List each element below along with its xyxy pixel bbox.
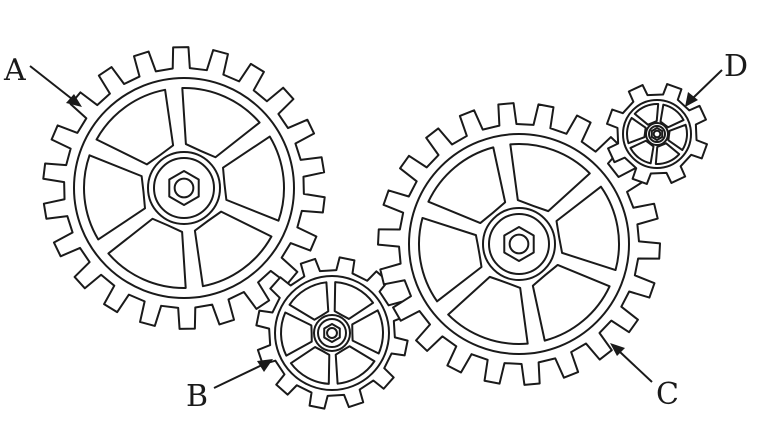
- gear-label-d: D: [724, 49, 748, 84]
- callout-c: C: [610, 343, 679, 412]
- gear-d-rim: [622, 99, 692, 169]
- gear-c-axle: [508, 233, 530, 255]
- gear-b-axle: [326, 327, 338, 339]
- gear-d-spoke-window: [633, 103, 660, 126]
- gear-c-spoke-window: [447, 275, 529, 345]
- gear-b-rim: [274, 275, 390, 391]
- gear-a-spoke-window: [95, 88, 175, 166]
- gear-c-spoke-window: [555, 185, 620, 272]
- gear-a-spoke-window: [107, 217, 187, 289]
- arrowhead-d: [685, 92, 698, 107]
- gear-a-axle: [173, 177, 195, 199]
- gear-a: [42, 46, 326, 330]
- leader-line-a: [29, 65, 73, 100]
- gear-d-spoke-window: [667, 123, 688, 152]
- gear-c-spoke-window: [531, 263, 611, 342]
- gear-a-spoke-window: [193, 210, 273, 288]
- gear-c-spoke-window: [418, 216, 483, 303]
- leader-line-d: [692, 69, 723, 99]
- gear-b-spoke-window: [289, 346, 331, 385]
- gear-b-spoke-window: [333, 281, 375, 320]
- gear-d-spoke-window: [629, 139, 655, 165]
- gear-b: [255, 256, 409, 410]
- gear-c-spoke-window: [509, 143, 591, 213]
- gear-c-rim: [408, 133, 630, 355]
- gear-label-a: A: [3, 53, 26, 88]
- gear-d-spoke-window: [626, 116, 647, 145]
- callout-b: B: [186, 359, 273, 414]
- gear-a-rim: [73, 77, 295, 299]
- arrowhead-a: [66, 94, 82, 107]
- gear-c: [377, 102, 661, 386]
- gear-c-spoke-window: [427, 146, 507, 225]
- gear-d-spoke-window: [654, 142, 681, 165]
- gear-label-c: C: [656, 377, 679, 412]
- arrowhead-c: [610, 343, 625, 356]
- gear-b-spoke-window: [334, 345, 376, 385]
- leader-line-b: [213, 364, 263, 389]
- gear-b-spoke-window: [351, 309, 384, 355]
- gear-b-spoke-window: [288, 281, 330, 321]
- gear-label-b: B: [186, 379, 208, 414]
- gear-d-axle: [652, 129, 662, 139]
- callout-d: D: [685, 49, 748, 107]
- gear-d-spoke-window: [659, 103, 685, 129]
- gear-d: [606, 83, 708, 185]
- arrowhead-b: [257, 359, 273, 372]
- gear-a-spoke-window: [222, 135, 285, 222]
- gear-a-spoke-window: [83, 154, 146, 241]
- gear-b-spoke-window: [280, 311, 313, 357]
- leader-line-c: [619, 351, 653, 383]
- gear-a-spoke-window: [181, 87, 261, 159]
- callout-a: A: [3, 53, 82, 107]
